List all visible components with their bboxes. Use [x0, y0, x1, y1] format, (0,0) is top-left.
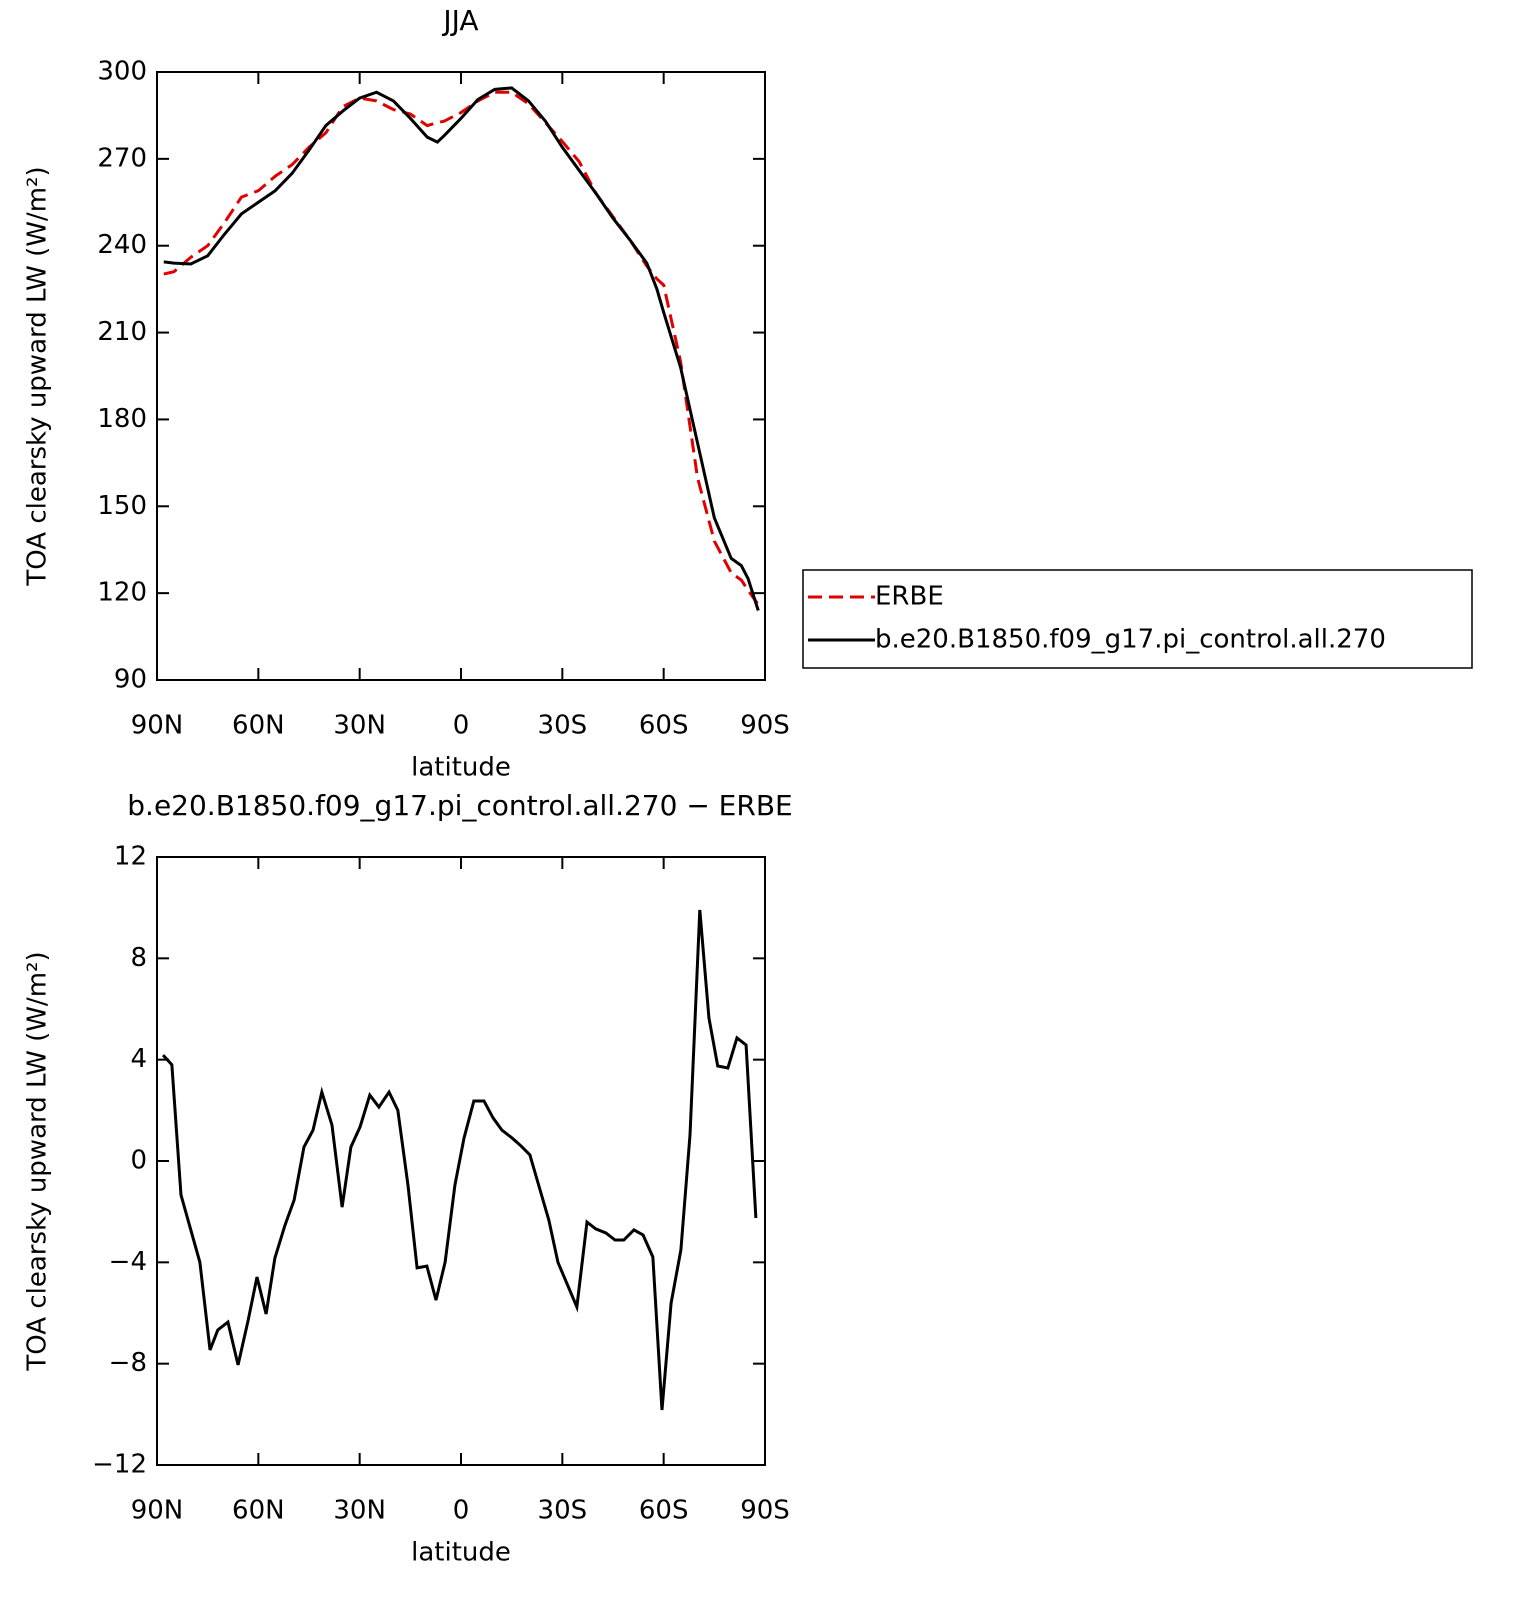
x-tick-label: 30N: [333, 711, 386, 741]
data-line: [163, 86, 760, 611]
y-tick-label: −8: [109, 1348, 147, 1378]
plot-frame: [156, 71, 766, 681]
y-tick-label: 4: [130, 1044, 147, 1074]
x-tick-label: 0: [453, 1496, 470, 1526]
x-tick-label: 90N: [131, 1496, 184, 1526]
chart-title: JJA: [441, 4, 478, 37]
data-line: [161, 909, 758, 1411]
y-tick-label: 210: [97, 317, 147, 347]
y-tick-label: 90: [114, 665, 147, 695]
y-tick-label: 300: [97, 57, 147, 87]
plot-frame: [156, 856, 766, 1466]
data-line: [163, 90, 760, 606]
y-tick-label: 150: [97, 491, 147, 521]
y-tick-label: 120: [97, 578, 147, 608]
y-tick-label: 240: [97, 230, 147, 260]
x-axis-label: latitude: [411, 1538, 511, 1568]
x-tick-label: 90S: [740, 711, 790, 741]
chart-title: b.e20.B1850.f09_g17.pi_control.all.270 −…: [127, 789, 792, 822]
y-axis-label: TOA clearsky upward LW (W/m²): [23, 166, 53, 586]
x-tick-label: 90N: [131, 711, 184, 741]
x-tick-label: 30N: [333, 1496, 386, 1526]
legend-label: b.e20.B1850.f09_g17.pi_control.all.270: [875, 625, 1386, 655]
y-axis-label: TOA clearsky upward LW (W/m²): [23, 951, 53, 1371]
y-tick-label: 180: [97, 404, 147, 434]
x-tick-label: 90S: [740, 1496, 790, 1526]
x-tick-label: 60N: [232, 711, 285, 741]
x-tick-label: 30S: [538, 711, 588, 741]
y-tick-label: 270: [97, 143, 147, 173]
y-tick-label: −4: [109, 1247, 147, 1277]
x-axis-label: latitude: [411, 753, 511, 783]
x-tick-label: 0: [453, 711, 470, 741]
legend-label: ERBE: [875, 582, 944, 612]
legend-box: [802, 569, 1473, 669]
y-tick-label: 0: [130, 1146, 147, 1176]
x-tick-label: 60S: [639, 1496, 689, 1526]
x-tick-label: 60N: [232, 1496, 285, 1526]
y-tick-label: −12: [92, 1450, 147, 1480]
x-tick-label: 30S: [538, 1496, 588, 1526]
y-tick-label: 8: [130, 943, 147, 973]
x-tick-label: 60S: [639, 711, 689, 741]
y-tick-label: 12: [114, 842, 147, 872]
